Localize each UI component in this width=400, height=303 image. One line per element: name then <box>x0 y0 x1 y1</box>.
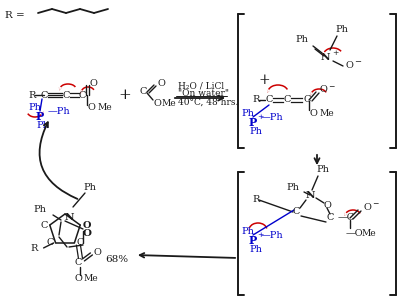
Text: R: R <box>30 245 38 253</box>
Text: —Ph: —Ph <box>48 106 71 115</box>
Text: O: O <box>320 85 328 95</box>
Text: Ph: Ph <box>335 25 348 35</box>
Text: +: + <box>257 113 263 121</box>
Text: Ph: Ph <box>241 228 254 237</box>
Text: O: O <box>88 104 96 112</box>
Text: −: − <box>354 58 361 66</box>
Text: Ph: Ph <box>286 184 299 192</box>
Text: C: C <box>266 95 273 105</box>
Text: Ph: Ph <box>33 205 46 215</box>
Text: N: N <box>320 54 330 62</box>
Text: Ph: Ph <box>295 35 308 45</box>
Text: O: O <box>82 221 90 230</box>
Text: Ph: Ph <box>83 182 96 191</box>
Text: R: R <box>252 95 259 105</box>
Text: R: R <box>252 195 259 205</box>
Text: +: + <box>257 231 263 239</box>
Text: Me: Me <box>319 108 334 118</box>
Text: C: C <box>284 95 291 105</box>
Text: O: O <box>157 79 165 88</box>
Text: P: P <box>249 116 257 128</box>
Text: O: O <box>324 201 332 209</box>
Text: C: C <box>40 221 48 230</box>
Text: Me: Me <box>361 228 376 238</box>
Text: 40°C, 48 hrs.: 40°C, 48 hrs. <box>178 98 238 106</box>
Text: Ph: Ph <box>36 122 49 131</box>
Text: R: R <box>28 91 35 99</box>
Text: Ph: Ph <box>241 109 254 118</box>
Text: −: − <box>328 83 334 91</box>
Text: N: N <box>64 212 74 221</box>
Text: C: C <box>76 238 84 248</box>
Text: O: O <box>94 248 101 258</box>
Text: O: O <box>74 275 82 283</box>
Text: Me: Me <box>97 104 112 112</box>
Text: −: − <box>372 200 378 208</box>
Text: "On water": "On water" <box>178 88 229 98</box>
Text: P: P <box>36 111 44 122</box>
Text: C: C <box>139 88 147 96</box>
Text: —C: —C <box>338 214 355 222</box>
Text: —Ph: —Ph <box>261 231 284 239</box>
Text: O: O <box>345 62 353 71</box>
Text: Ph: Ph <box>249 245 262 255</box>
Text: +: + <box>119 88 131 102</box>
Text: O: O <box>153 98 161 108</box>
Text: Me: Me <box>162 98 177 108</box>
Text: N: N <box>305 191 315 199</box>
Text: Ph: Ph <box>249 128 262 136</box>
Text: —O: —O <box>346 228 364 238</box>
Text: C: C <box>303 95 310 105</box>
Text: 68%: 68% <box>105 255 128 265</box>
Text: O: O <box>90 78 98 88</box>
Text: C: C <box>40 91 48 99</box>
Text: R =: R = <box>5 11 25 19</box>
Text: O: O <box>82 228 92 238</box>
Text: +: + <box>258 73 270 87</box>
Text: H₂O / LiCl: H₂O / LiCl <box>178 82 224 91</box>
Text: Me: Me <box>84 275 98 283</box>
Text: C: C <box>46 238 54 248</box>
Text: Ph: Ph <box>28 104 41 112</box>
Text: O: O <box>310 108 318 118</box>
Text: Ph: Ph <box>316 165 329 175</box>
Text: C: C <box>326 214 334 222</box>
Text: C: C <box>75 258 82 268</box>
Text: O: O <box>363 204 371 212</box>
Text: C: C <box>78 91 86 99</box>
Text: +: + <box>332 49 338 57</box>
Text: C: C <box>292 208 300 217</box>
Text: P: P <box>249 235 257 245</box>
Text: —Ph: —Ph <box>261 112 284 122</box>
Text: C: C <box>62 91 70 99</box>
